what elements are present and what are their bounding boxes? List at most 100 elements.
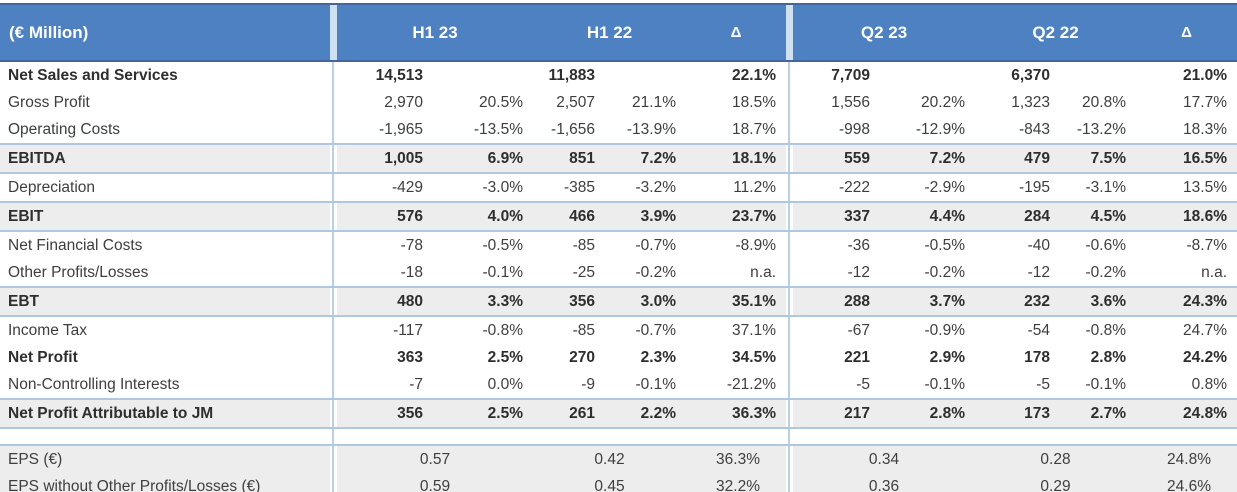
- column-gap: [330, 444, 337, 473]
- cell-delta: -8.9%: [735, 236, 777, 254]
- cell-percent: 4.4%: [880, 201, 975, 232]
- cell-delta: 24.7%: [1183, 321, 1227, 339]
- cell-percent: 20.2%: [921, 93, 965, 111]
- cell-value: 0.34: [793, 444, 975, 473]
- cell-value: 221: [844, 348, 870, 366]
- cell-value: 2,507: [556, 93, 595, 111]
- cell-delta: 24.2%: [1183, 348, 1227, 366]
- cell-delta: 18.5%: [732, 93, 776, 111]
- cell-delta: 35.1%: [686, 286, 786, 317]
- cell-value: -998: [838, 120, 870, 138]
- cell-value: -843: [1018, 120, 1050, 138]
- cell-value: 356: [533, 286, 605, 317]
- cell-delta: 32.2%: [686, 473, 786, 492]
- table-row: EBT 480 3.3% 356 3.0% 35.1% 288 3.7% 232 3.6% 24.3…: [0, 286, 1237, 317]
- header-q2-delta: Δ: [1136, 3, 1237, 62]
- table-row: Net Financial Costs -78 -0.5% -85 -0.7% -8.9%…: [0, 231, 1237, 259]
- eps-row: EPS without Other Profits/Losses (€) 0.59…: [0, 473, 1237, 492]
- cell-value: 270: [569, 348, 595, 366]
- column-gap: [786, 173, 793, 202]
- cell-value: -12: [1027, 263, 1050, 281]
- table-row: Net Profit 363 2.5% 270 2.3% 34.5% 221 2.9% 178 2…: [0, 344, 1237, 371]
- cell-percent: 7.2%: [880, 143, 975, 174]
- cell-percent: -0.2%: [924, 263, 966, 281]
- cell-value: 1,005: [337, 143, 433, 174]
- financial-results-table: (€ Million) H1 23 H1 22 Δ Q2 23 Q2 22 Δ …: [0, 3, 1237, 492]
- cell-percent: -0.1%: [924, 375, 966, 393]
- cell-delta: 18.7%: [732, 120, 776, 138]
- cell-delta: 11.2%: [733, 178, 776, 196]
- cell-percent: 4.0%: [433, 201, 533, 232]
- cell-value: 576: [337, 201, 433, 232]
- header-h1-current: H1 23: [337, 3, 533, 62]
- column-gap: [330, 427, 337, 445]
- row-label: EBITDA: [0, 143, 330, 174]
- cell-value: -385: [563, 178, 595, 196]
- spacer-section: [0, 427, 1237, 445]
- cell-value: -78: [400, 236, 423, 254]
- cell-delta: 24.8%: [1136, 444, 1237, 473]
- cell-percent: 21.1%: [632, 93, 676, 111]
- cell-value: 1,323: [1011, 93, 1050, 111]
- row-label: EBT: [0, 286, 330, 317]
- cell-delta: 23.7%: [686, 201, 786, 232]
- cell-value: 466: [533, 201, 605, 232]
- cell-percent: [880, 61, 975, 89]
- cell-value: 217: [793, 398, 880, 429]
- table-row: Other Profits/Losses -18 -0.1% -25 -0.2% n.a.…: [0, 259, 1237, 287]
- table-row: Net Sales and Services 14,513 11,883 22.1% 7…: [0, 61, 1237, 89]
- row-label: EBIT: [0, 201, 330, 232]
- cell-value: 559: [793, 143, 880, 174]
- cell-percent: -3.1%: [1085, 178, 1127, 196]
- cell-value: 288: [793, 286, 880, 317]
- cell-value: 14,513: [375, 66, 423, 84]
- row-label: Other Profits/Losses: [8, 263, 149, 281]
- eps-row: EPS (€) 0.57 0.42 36.3% 0.34 0.28 24.8%: [0, 444, 1237, 473]
- cell-percent: -0.5%: [924, 236, 966, 254]
- cell-value: 0.59: [337, 473, 533, 492]
- cell-percent: -0.1%: [482, 263, 524, 281]
- cell-percent: -13.2%: [1076, 120, 1126, 138]
- column-gap: [786, 3, 793, 62]
- cell-value: 479: [975, 143, 1060, 174]
- cell-percent: 3.7%: [880, 286, 975, 317]
- column-gap: [330, 259, 337, 287]
- table-row: EBIT 576 4.0% 466 3.9% 23.7% 337 4.4% 284 4.5% 18.…: [0, 201, 1237, 232]
- cell-percent: -0.5%: [482, 236, 524, 254]
- cell-value: -195: [1018, 178, 1050, 196]
- cell-value: 7,709: [831, 66, 870, 84]
- header-q2-previous: Q2 22: [975, 3, 1136, 62]
- cell-value: -85: [572, 321, 595, 339]
- column-gap: [786, 473, 793, 492]
- cell-delta: 37.1%: [732, 321, 776, 339]
- cell-percent: -0.2%: [635, 263, 677, 281]
- cell-value: 11,883: [548, 66, 595, 84]
- row-label: Gross Profit: [8, 93, 90, 111]
- column-gap: [330, 143, 337, 174]
- cell-value: 480: [337, 286, 433, 317]
- column-gap: [330, 231, 337, 259]
- column-gap: [786, 89, 793, 116]
- column-gap: [330, 344, 337, 371]
- cell-value: -85: [572, 236, 595, 254]
- column-gap: [786, 371, 793, 399]
- cell-value: 232: [975, 286, 1060, 317]
- column-gap: [786, 286, 793, 317]
- cell-value: 0.36: [793, 473, 975, 492]
- cell-delta: 34.5%: [732, 348, 776, 366]
- cell-delta: 36.3%: [686, 444, 786, 473]
- column-gap: [330, 398, 337, 429]
- cell-percent: 3.3%: [433, 286, 533, 317]
- cell-delta: 18.1%: [686, 143, 786, 174]
- cell-delta: 24.6%: [1136, 473, 1237, 492]
- cell-percent: 4.5%: [1060, 201, 1136, 232]
- cell-value: -36: [847, 236, 870, 254]
- cell-value: 356: [337, 398, 433, 429]
- row-label: Net Financial Costs: [8, 236, 143, 254]
- cell-percent: -0.8%: [1085, 321, 1127, 339]
- column-gap: [330, 3, 337, 62]
- cell-percent: 2.5%: [487, 348, 523, 366]
- cell-delta: -8.7%: [1186, 236, 1228, 254]
- column-gap: [330, 89, 337, 116]
- cell-percent: -0.9%: [924, 321, 966, 339]
